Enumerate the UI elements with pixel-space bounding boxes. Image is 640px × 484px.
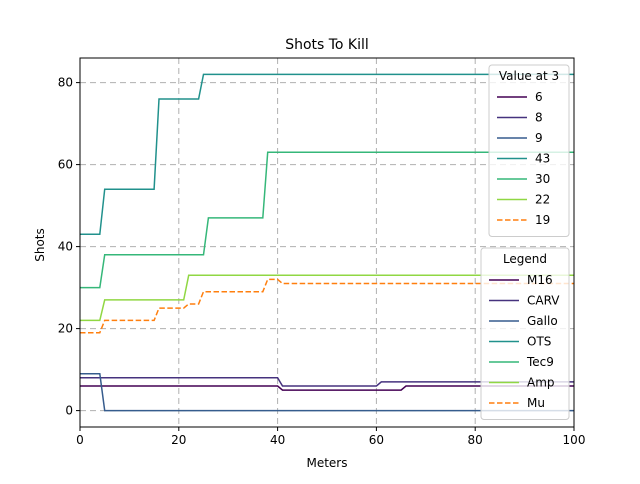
legend-label: 43: [535, 152, 550, 166]
legend-box: [488, 64, 570, 237]
legends: Value at 3 6 8 9 43 30 22 19 Legend M16 CARV Gallo O…: [480, 64, 570, 420]
legend-2: Legend M16 CARV Gallo OTS Tec9 Amp Mu: [480, 247, 570, 420]
legend-box: [480, 247, 570, 420]
legend-label: Amp: [527, 376, 555, 390]
series-line-tec9: [80, 151, 574, 289]
y-axis-label: Shots: [33, 228, 47, 262]
y-tick-label: 0: [65, 404, 73, 418]
legend-label: 8: [535, 111, 543, 125]
y-tick-label: 80: [58, 76, 73, 90]
legend-label: 22: [535, 193, 550, 207]
legend-1: Value at 3 6 8 9 43 30 22 19: [488, 64, 570, 237]
series-line-m16: [80, 385, 574, 391]
legend-label: Gallo: [527, 314, 558, 328]
ticks: 0 20 40 60 80 100 0 20 40 60 80: [58, 76, 586, 447]
y-tick-label: 20: [58, 322, 73, 336]
series-line-mu: [80, 278, 574, 334]
legend-label: 9: [535, 131, 543, 145]
x-tick-label: 20: [171, 433, 186, 447]
y-tick-label: 60: [58, 158, 73, 172]
series-line-ots: [80, 73, 574, 236]
x-tick-label: 0: [76, 433, 84, 447]
x-axis-label: Meters: [306, 456, 347, 470]
series-line-amp: [80, 274, 574, 322]
legend-label: 19: [535, 213, 550, 227]
series-line-carv: [80, 377, 574, 387]
legend-label: Tec9: [526, 355, 554, 369]
x-tick-label: 80: [468, 433, 483, 447]
axes-frame: [79, 57, 575, 428]
chart-title: Shots To Kill: [285, 37, 369, 53]
legend-title: Legend: [503, 252, 547, 266]
legend-label: M16: [527, 273, 553, 287]
x-tick-label: 60: [369, 433, 384, 447]
plot-area: [80, 73, 574, 412]
x-tick-label: 40: [270, 433, 285, 447]
legend-label: 6: [535, 90, 543, 104]
legend-label: Mu: [527, 396, 545, 410]
legend-label: CARV: [527, 294, 560, 308]
y-tick-label: 40: [58, 240, 73, 254]
legend-title: Value at 3: [499, 69, 559, 83]
legend-label: 30: [535, 172, 550, 186]
x-tick-label: 100: [563, 433, 586, 447]
legend-label: OTS: [527, 335, 551, 349]
series-line-gallo: [80, 372, 574, 412]
